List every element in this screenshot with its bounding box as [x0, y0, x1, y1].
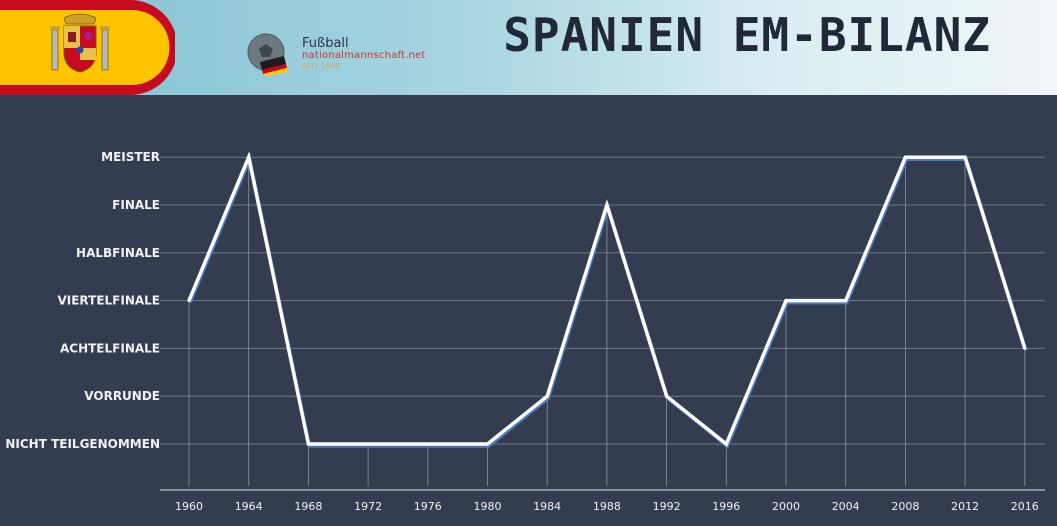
x-tick-label: 1992: [653, 500, 681, 513]
data-point-1964: [247, 155, 251, 159]
x-tick-label: 1968: [294, 500, 322, 513]
logo-tagline: SEIT 2006: [302, 63, 342, 70]
y-tick-label: ACHTELFINALE: [60, 341, 160, 355]
line-chart: NICHT TEILGENOMMEN VORRUNDE ACHTELFINALE VI…: [5, 150, 1045, 513]
header-banner: Fußball nationalmannschaft.net SEIT 2006…: [0, 0, 1057, 95]
y-tick-label: FINALE: [112, 198, 160, 212]
data-point-1976: [426, 442, 430, 446]
logo-subtitle: nationalmannschaft.net: [302, 50, 426, 61]
data-point-1988: [605, 203, 609, 207]
data-point-1972: [366, 442, 370, 446]
coat-of-arms-icon: [50, 13, 110, 73]
data-point-2012: [963, 155, 967, 159]
data-point-2000: [784, 299, 788, 303]
y-tick-label: VORRUNDE: [84, 389, 160, 403]
x-tick-label: 1984: [533, 500, 561, 513]
x-tick-label: 1976: [414, 500, 442, 513]
data-point-1984: [545, 394, 549, 398]
x-tick-label: 1964: [235, 500, 263, 513]
data-point-2008: [903, 155, 907, 159]
x-tick-label: 2000: [772, 500, 800, 513]
series-line-shadow: [188, 153, 1028, 449]
data-point-2016: [1023, 346, 1027, 350]
logo-title: Fußball: [302, 36, 349, 51]
data-point-1992: [665, 394, 669, 398]
x-tick-label: 1980: [474, 500, 502, 513]
spain-flag-icon: [0, 0, 175, 95]
y-tick-label: VIERTELFINALE: [57, 294, 160, 308]
x-tick-label: 1988: [593, 500, 621, 513]
data-point-1980: [486, 442, 489, 446]
data-point-2004: [844, 299, 848, 303]
x-tick-label: 2012: [951, 500, 979, 513]
x-tick-label: 2016: [1011, 500, 1039, 513]
x-tick-label: 2008: [891, 500, 919, 513]
x-tick-label: 1996: [712, 500, 740, 513]
data-point-1996: [724, 442, 728, 446]
site-logo[interactable]: Fußball nationalmannschaft.net SEIT 2006: [246, 32, 446, 76]
y-tick-label: HALBFINALE: [76, 246, 160, 260]
soccer-ball-icon: [247, 33, 288, 76]
y-tick-label: NICHT TEILGENOMMEN: [5, 437, 160, 451]
x-tick-label: 1960: [175, 500, 203, 513]
data-point-1960: [187, 299, 191, 303]
x-tick-label: 2004: [832, 500, 860, 513]
y-tick-label: MEISTER: [101, 150, 160, 164]
data-point-1968: [306, 442, 310, 446]
x-tick-label: 1972: [354, 500, 382, 513]
page-title: SPANIEN EM-BILANZ: [503, 8, 991, 62]
